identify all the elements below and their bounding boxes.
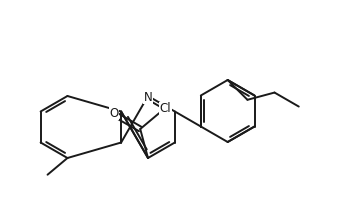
Text: Cl: Cl [159, 102, 171, 115]
Text: N: N [144, 91, 152, 104]
Text: O: O [110, 107, 119, 120]
